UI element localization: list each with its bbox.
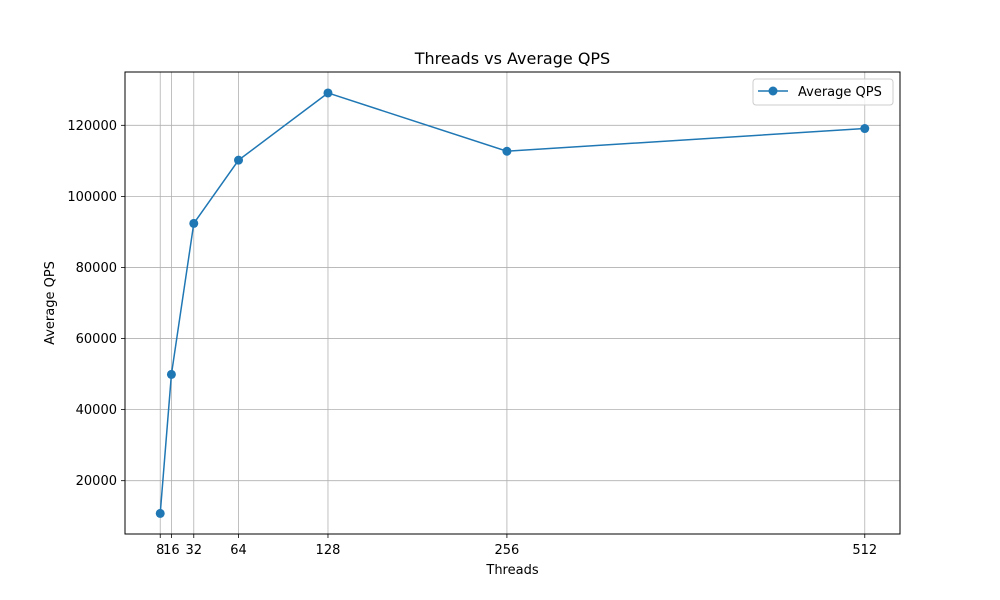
y-axis-label: Average QPS [43, 261, 58, 345]
x-tick-label: 64 [230, 543, 247, 558]
x-tick-label: 32 [186, 543, 203, 558]
y-tick-label: 40000 [76, 403, 117, 418]
plot-frame [124, 71, 901, 535]
x-tick-label: 512 [852, 543, 877, 558]
x-axis-label: Threads [485, 563, 538, 578]
y-tick-label: 80000 [76, 261, 117, 276]
x-tick-label: 16 [163, 543, 180, 558]
data-point [155, 508, 165, 518]
y-tick-label: 120000 [67, 119, 117, 134]
legend-label: Average QPS [798, 85, 882, 100]
x-tick-label: 8 [156, 543, 164, 558]
x-tick-label: 256 [494, 543, 519, 558]
grid [125, 72, 900, 534]
legend: Average QPS [752, 78, 894, 106]
ticks: 816 32 64 128 256 512 20000 40000 60000 80000 1000… [67, 119, 877, 558]
data-point [502, 146, 512, 156]
data-point [323, 88, 333, 98]
legend-marker [768, 86, 778, 96]
y-tick-label: 60000 [76, 332, 117, 347]
data-point [860, 124, 870, 134]
data-point [166, 369, 176, 379]
series-layer [155, 88, 870, 518]
chart-title: Threads vs Average QPS [414, 49, 610, 68]
x-tick-label: 128 [316, 543, 341, 558]
data-point [189, 218, 199, 228]
legend-box [752, 78, 894, 106]
y-tick-label: 100000 [67, 190, 117, 205]
y-tick-label: 20000 [76, 474, 117, 489]
data-point [234, 155, 244, 165]
